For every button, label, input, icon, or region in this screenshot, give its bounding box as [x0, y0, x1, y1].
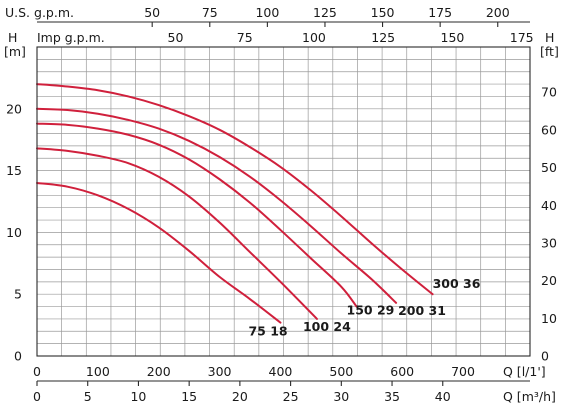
- h-ft-tick-label: 20: [541, 273, 557, 288]
- curve-label-200-31: 200 31: [398, 303, 446, 318]
- us-gpm-tick-label: 100: [255, 5, 279, 20]
- imp-gpm-tick-label: 100: [302, 30, 326, 45]
- q-m3h-tick-label: 0: [33, 389, 41, 404]
- performance-curves: [36, 83, 434, 324]
- curve-label-150-29: 150 29: [347, 303, 395, 318]
- curve-label-300-36: 300 36: [433, 276, 481, 291]
- curve-label-75-18: 75 18: [248, 324, 287, 339]
- h-m-tick-label: 0: [14, 349, 22, 364]
- curve-75-18: [36, 181, 282, 324]
- q-m3h-tick-label: 15: [181, 389, 197, 404]
- curve-200-31: [36, 107, 398, 304]
- imp-gpm-tick-label: 175: [510, 30, 534, 45]
- q-m3h-tick-label: 40: [435, 389, 451, 404]
- us-gpm-unit-label: U.S. g.p.m.: [5, 5, 74, 20]
- us-gpm-tick-label: 50: [144, 5, 160, 20]
- curve-label-100-24: 100 24: [303, 319, 351, 334]
- imp-gpm-tick-label: 75: [237, 30, 253, 45]
- h-ft-tick-label: 40: [541, 198, 557, 213]
- q-lmin-tick-label: 0: [33, 364, 41, 379]
- us-gpm-tick-label: 175: [428, 5, 452, 20]
- imp-gpm-tick-label: 50: [168, 30, 184, 45]
- us-gpm-tick-label: 125: [313, 5, 337, 20]
- h-ft-tick-label: 0: [541, 349, 549, 364]
- h-m-tick-label: 20: [6, 101, 22, 116]
- us-gpm-tick-label: 75: [202, 5, 218, 20]
- h-ft-tick-label: 60: [541, 122, 557, 137]
- us-gpm-tick-label: 150: [371, 5, 395, 20]
- q-lmin-tick-label: 100: [86, 364, 110, 379]
- h-m-unit-label-bottom: [m]: [4, 44, 26, 59]
- q-m3h-unit-label: Q [m³/h]: [503, 389, 556, 404]
- q-lmin-tick-label: 400: [269, 364, 293, 379]
- q-m3h-tick-label: 25: [283, 389, 299, 404]
- curve-300-36: [36, 83, 434, 296]
- q-m3h-tick-label: 10: [130, 389, 146, 404]
- q-lmin-tick-label: 200: [147, 364, 171, 379]
- h-m-tick-label: 10: [6, 225, 22, 240]
- grid: [37, 47, 530, 356]
- curve-150-29: [36, 122, 358, 308]
- q-lmin-tick-label: 300: [208, 364, 232, 379]
- h-ft-tick-label: 30: [541, 235, 557, 250]
- imp-gpm-tick-label: 150: [441, 30, 465, 45]
- imp-gpm-tick-label: 125: [371, 30, 395, 45]
- q-m3h-tick-label: 20: [232, 389, 248, 404]
- h-m-tick-label: 5: [14, 287, 22, 302]
- q-m3h-tick-label: 5: [84, 389, 92, 404]
- h-ft-tick-label: 50: [541, 160, 557, 175]
- q-lmin-tick-label: 500: [329, 364, 353, 379]
- h-m-tick-label: 15: [6, 163, 22, 178]
- h-ft-tick-label: 10: [541, 311, 557, 326]
- plot-frame: [36, 46, 531, 357]
- q-m3h-tick-label: 35: [384, 389, 400, 404]
- q-lmin-tick-label: 700: [451, 364, 475, 379]
- q-m3h-tick-label: 30: [333, 389, 349, 404]
- h-m-unit-label-top: H: [8, 30, 17, 45]
- q-lmin-unit-label: Q [l/1']: [503, 364, 546, 379]
- q-lmin-tick-label: 600: [390, 364, 414, 379]
- h-ft-unit-label-top: [ft]: [540, 44, 559, 59]
- h-ft-unit-label-bottom: H: [545, 30, 554, 45]
- us-gpm-tick-label: 200: [486, 5, 510, 20]
- imp-gpm-unit-label: Imp g.p.m.: [37, 30, 105, 45]
- h-ft-tick-label: 70: [541, 85, 557, 100]
- curve-100-24: [36, 147, 318, 320]
